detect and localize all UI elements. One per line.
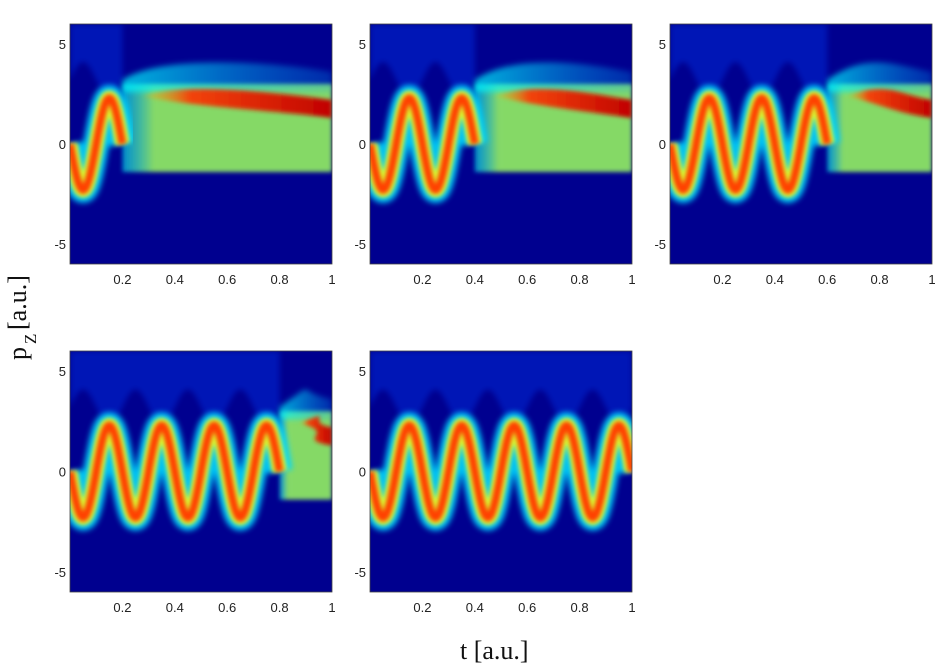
red-drift-band — [494, 89, 632, 118]
x-tick-label: 0.4 — [166, 600, 184, 615]
y-tick-label: -5 — [54, 237, 66, 252]
x-tick-label: 0.4 — [166, 272, 184, 287]
upper-halo — [70, 24, 123, 98]
upper-halo — [70, 351, 280, 426]
x-tick-label: 0.4 — [466, 600, 484, 615]
x-tick-label: 0.6 — [518, 272, 536, 287]
x-tick-label: 0.2 — [413, 272, 431, 287]
y-tick-label: 0 — [59, 137, 66, 152]
trajectory-core — [670, 94, 832, 194]
y-axis-label-main: p — [3, 347, 32, 360]
y-tick-label: 5 — [59, 364, 66, 379]
panel-4: 0.2 0.4 0.6 0.8 1 5 0 -5 — [54, 350, 336, 615]
y-tick-label: 5 — [359, 364, 366, 379]
x-tick-label: 1 — [628, 600, 635, 615]
panel-frame — [669, 23, 933, 265]
x-tick-label: 0.8 — [871, 272, 889, 287]
panel-1: 0.2 0.4 0.6 0.8 1 5 0 -5 — [54, 23, 336, 287]
trajectory-core — [70, 94, 127, 194]
upper-tail — [827, 62, 932, 92]
y-tick-label: 5 — [359, 37, 366, 52]
x-tick-label: 0.6 — [218, 600, 236, 615]
y-tick-label: 5 — [59, 37, 66, 52]
x-tick-label: 0.8 — [271, 600, 289, 615]
y-tick-label: -5 — [354, 565, 366, 580]
trajectory-core — [370, 94, 479, 194]
y-tick-label: -5 — [54, 565, 66, 580]
y-tick-label: 0 — [59, 465, 66, 480]
red-drift-band — [142, 89, 332, 118]
upper-tail — [122, 62, 332, 92]
x-tick-label: 0.6 — [818, 272, 836, 287]
y-tick-label: 0 — [359, 137, 366, 152]
x-tick-label: 0.2 — [113, 272, 131, 287]
y-tick-label: 0 — [359, 465, 366, 480]
panels-layer: 0.2 0.4 0.6 0.8 1 5 0 -5 0.2 0.4 0.6 0.8 1 5 0 -5 0.2 0.4… — [54, 23, 936, 615]
x-tick-label: 1 — [928, 272, 935, 287]
y-tick-label: 0 — [659, 137, 666, 152]
panel-2: 0.2 0.4 0.6 0.8 1 5 0 -5 — [354, 23, 636, 287]
upper-halo — [370, 24, 475, 98]
panel-frame — [69, 23, 333, 265]
x-tick-label: 1 — [628, 272, 635, 287]
x-axis-label: t [a.u.] — [460, 636, 529, 663]
upper-halo — [370, 351, 632, 426]
panel-frame — [69, 350, 333, 593]
x-tick-label: 0.8 — [571, 272, 589, 287]
x-tick-label: 0.6 — [218, 272, 236, 287]
panel-5: 0.2 0.4 0.6 0.8 1 5 0 -5 — [354, 350, 636, 615]
x-tick-label: 0.2 — [713, 272, 731, 287]
red-drift-band — [847, 89, 932, 118]
x-tick-label: 0.2 — [413, 600, 431, 615]
upper-halo — [670, 24, 828, 98]
y-axis-label-sub: Z — [21, 334, 40, 344]
y-tick-label: -5 — [654, 237, 666, 252]
x-tick-label: 0.8 — [571, 600, 589, 615]
x-tick-label: 0.6 — [518, 600, 536, 615]
panel-3: 0.2 0.4 0.6 0.8 1 5 0 -5 — [654, 23, 936, 287]
x-tick-label: 1 — [328, 600, 335, 615]
y-tick-label: -5 — [354, 237, 366, 252]
trajectory-core — [370, 421, 632, 522]
x-tick-label: 0.4 — [466, 272, 484, 287]
y-tick-label: 5 — [659, 37, 666, 52]
panel-frame — [369, 350, 633, 593]
trajectory-core — [70, 421, 284, 522]
upper-tail — [474, 62, 632, 92]
upper-tail — [279, 389, 332, 420]
y-axis-label-unit: [a.u.] — [3, 275, 32, 330]
x-tick-label: 0.8 — [271, 272, 289, 287]
x-tick-label: 0.4 — [766, 272, 784, 287]
red-drift-band — [299, 416, 332, 446]
x-tick-label: 0.2 — [113, 600, 131, 615]
x-tick-label: 1 — [328, 272, 335, 287]
panel-frame — [369, 23, 633, 265]
